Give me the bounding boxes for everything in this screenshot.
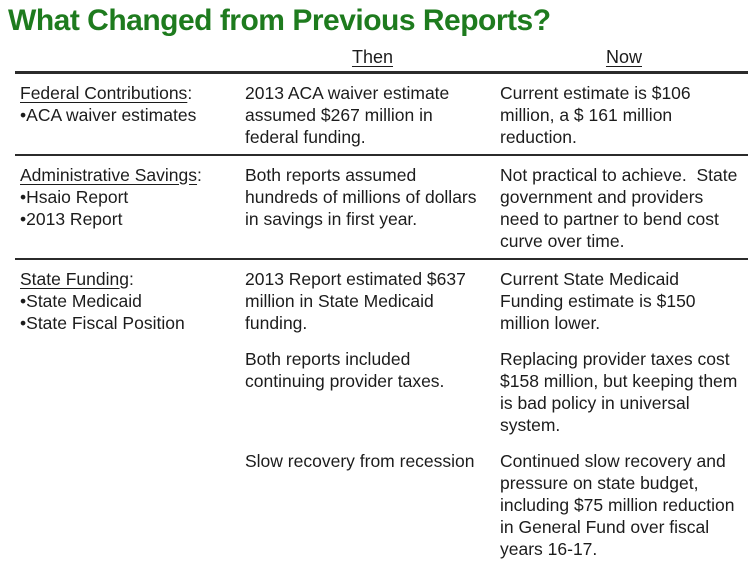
then-paragraph: Both reports included continuing provide… xyxy=(245,348,445,391)
slide-title: What Changed from Previous Reports? xyxy=(8,4,551,37)
now-cell: Not practical to achieve. State governme… xyxy=(500,164,743,251)
category-label: Federal Contributions xyxy=(20,82,188,103)
now-paragraph: Current State Medicaid Funding estimate … xyxy=(500,268,701,333)
then-cell: Both reports assumed hundreds of million… xyxy=(245,164,482,229)
category-colon: : xyxy=(187,82,193,103)
bullet-text: 2013 Report xyxy=(26,208,123,229)
column-header-now: Now xyxy=(500,46,748,68)
header-spacer xyxy=(15,46,245,68)
table-row-state-funding: State Funding: • State Medicaid • State Fi… xyxy=(15,260,748,566)
category-heading: State Funding: xyxy=(20,268,245,290)
category-cell: State Funding: • State Medicaid • State Fi… xyxy=(15,268,245,560)
bullet-text: State Fiscal Position xyxy=(26,312,185,333)
category-label: State Funding xyxy=(20,268,129,289)
bullet-glyph: • xyxy=(20,290,27,311)
category-heading: Federal Contributions: xyxy=(20,82,245,104)
category-bullet: • State Medicaid xyxy=(20,290,245,312)
now-paragraph: Continued slow recovery and pressure on … xyxy=(500,450,740,559)
category-cell: Administrative Savings: • Hsaio Report • 2… xyxy=(15,164,245,252)
bullet-glyph: • xyxy=(20,208,27,229)
column-header-then: Then xyxy=(245,46,500,68)
then-paragraph: 2013 Report estimated $637 million in St… xyxy=(245,268,471,333)
category-cell: Federal Contributions: • ACA waiver estim… xyxy=(15,82,245,148)
category-colon: : xyxy=(197,164,202,185)
bullet-text: Hsaio Report xyxy=(26,186,129,207)
bullet-text: State Medicaid xyxy=(26,290,142,311)
category-bullet: • Hsaio Report xyxy=(20,186,245,208)
comparison-table: Then Now Federal Contributions: • ACA wai… xyxy=(15,42,748,566)
table-row-federal-contributions: Federal Contributions: • ACA waiver estim… xyxy=(15,74,748,156)
category-heading: Administrative Savings: xyxy=(20,164,245,186)
category-bullet: • State Fiscal Position xyxy=(20,312,245,334)
table-row-administrative-savings: Administrative Savings: • Hsaio Report • 2… xyxy=(15,156,748,260)
header-then-label: Then xyxy=(351,46,394,67)
bullet-glyph: • xyxy=(20,104,27,125)
now-paragraph: Replacing provider taxes cost $158 milli… xyxy=(500,348,743,435)
header-now-label: Now xyxy=(605,46,642,67)
bullet-glyph: • xyxy=(20,186,27,207)
category-colon: : xyxy=(128,268,134,289)
bullet-glyph: • xyxy=(20,312,27,333)
category-bullet: • ACA waiver estimates xyxy=(20,104,245,126)
category-bullet: • 2013 Report xyxy=(20,208,245,230)
now-cell: Current estimate is $106 million, a $ 16… xyxy=(500,82,696,147)
bullet-text: ACA waiver estimates xyxy=(26,104,197,125)
then-cell: 2013 ACA waiver estimate assumed $267 mi… xyxy=(245,82,455,147)
then-paragraph: Slow recovery from recession xyxy=(245,450,475,471)
category-label: Administrative Savings xyxy=(20,164,198,185)
table-header-row: Then Now xyxy=(15,42,748,74)
